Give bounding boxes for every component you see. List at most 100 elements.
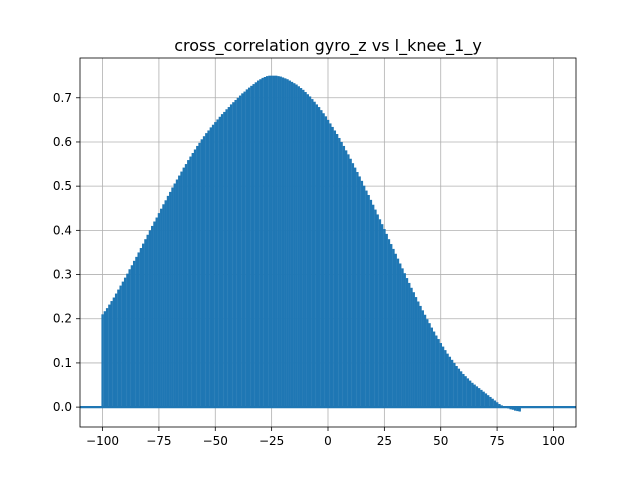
correlation-bar xyxy=(347,154,350,408)
correlation-bar xyxy=(205,133,208,408)
x-tick-label: 25 xyxy=(377,434,392,448)
correlation-bar xyxy=(387,239,391,408)
correlation-bar xyxy=(272,75,276,408)
correlation-bar xyxy=(311,99,314,408)
correlation-bar xyxy=(308,96,312,408)
correlation-bar xyxy=(340,141,343,408)
y-axis: 0.0 0.1 0.2 0.3 0.4 0.5 0.6 0.7 xyxy=(53,91,80,414)
correlation-bar xyxy=(261,77,264,408)
correlation-bar xyxy=(430,327,433,408)
correlation-bar xyxy=(459,371,463,408)
correlation-bar xyxy=(151,225,154,408)
correlation-bar xyxy=(421,310,424,408)
correlation-bar xyxy=(225,109,228,408)
correlation-bar xyxy=(153,221,156,408)
correlation-bar xyxy=(196,145,199,408)
correlation-bar xyxy=(313,101,316,408)
correlation-bar xyxy=(211,124,215,408)
correlation-bar xyxy=(432,331,436,408)
correlation-bar xyxy=(218,116,222,408)
correlation-bar xyxy=(504,407,508,408)
correlation-bar xyxy=(362,185,366,408)
correlation-bar xyxy=(135,256,138,408)
plot-frame xyxy=(79,57,577,428)
correlation-bar xyxy=(380,224,384,408)
y-tick-label: 0.3 xyxy=(53,268,72,282)
y-tick-label: 0.0 xyxy=(53,400,72,414)
correlation-bar xyxy=(498,404,501,408)
correlation-bar xyxy=(220,114,224,408)
correlation-bar xyxy=(511,407,515,410)
correlation-bar xyxy=(484,393,488,408)
correlation-bar xyxy=(322,113,325,408)
x-tick-label: 0 xyxy=(324,434,332,448)
correlation-bar xyxy=(137,252,140,408)
correlation-bar xyxy=(198,142,201,408)
correlation-bar xyxy=(284,78,287,408)
correlation-bar xyxy=(516,407,519,412)
correlation-bar xyxy=(371,204,375,408)
correlation-bar xyxy=(507,407,510,409)
correlation-bar xyxy=(486,395,490,408)
bars xyxy=(80,75,576,412)
correlation-bar xyxy=(279,76,282,408)
correlation-bar xyxy=(254,82,258,408)
correlation-bar xyxy=(128,269,131,408)
y-tick-label: 0.4 xyxy=(53,223,72,237)
correlation-bar xyxy=(502,406,506,408)
correlation-bar xyxy=(444,350,447,408)
correlation-bar xyxy=(509,407,512,410)
correlation-bar xyxy=(428,323,431,408)
x-tick-label: −50 xyxy=(203,434,228,448)
y-tick-label: 0.5 xyxy=(53,179,72,193)
correlation-bar xyxy=(275,75,278,408)
correlation-bar xyxy=(302,89,305,408)
x-axis: −100 −75 −50 −25 0 25 50 75 100 xyxy=(86,427,565,448)
correlation-bar xyxy=(175,179,179,408)
correlation-bar xyxy=(202,136,206,408)
correlation-bar xyxy=(243,91,246,408)
correlation-bar xyxy=(466,378,470,408)
correlation-bar xyxy=(144,239,147,408)
correlation-bar xyxy=(148,230,152,408)
correlation-bar xyxy=(297,86,300,408)
correlation-bar xyxy=(344,150,348,408)
correlation-bar xyxy=(193,149,197,408)
correlation-bar xyxy=(376,214,379,408)
correlation-bar xyxy=(338,137,341,408)
correlation-bar xyxy=(234,99,237,408)
correlation-bar xyxy=(191,153,195,408)
correlation-bar xyxy=(241,93,244,408)
correlation-bar xyxy=(358,176,361,408)
correlation-bar xyxy=(245,89,249,408)
correlation-bar xyxy=(200,139,204,408)
correlation-bar xyxy=(514,407,517,411)
correlation-bar xyxy=(489,396,492,408)
correlation-bar xyxy=(157,213,161,408)
correlation-bar xyxy=(441,346,445,408)
correlation-bar xyxy=(121,281,125,408)
correlation-bar xyxy=(103,311,107,408)
correlation-bar xyxy=(290,81,294,408)
correlation-bar xyxy=(189,156,192,408)
correlation-bar xyxy=(405,278,409,408)
x-tick-label: −75 xyxy=(146,434,171,448)
correlation-bar xyxy=(351,163,355,408)
correlation-bar xyxy=(155,217,158,408)
correlation-bar xyxy=(216,119,219,408)
correlation-bar xyxy=(329,123,332,408)
correlation-bar xyxy=(335,134,339,408)
correlation-bar xyxy=(281,77,285,408)
correlation-bar xyxy=(123,277,127,408)
correlation-bar xyxy=(453,362,456,408)
y-tick-label: 0.6 xyxy=(53,135,72,149)
correlation-bar xyxy=(435,335,438,408)
correlation-bar xyxy=(369,199,373,408)
correlation-bar xyxy=(180,171,183,408)
correlation-bar xyxy=(324,116,328,408)
correlation-bar xyxy=(232,102,235,408)
correlation-bar xyxy=(320,110,323,408)
correlation-bar xyxy=(385,233,388,408)
y-tick-label: 0.2 xyxy=(53,312,72,326)
correlation-bar xyxy=(126,273,129,408)
